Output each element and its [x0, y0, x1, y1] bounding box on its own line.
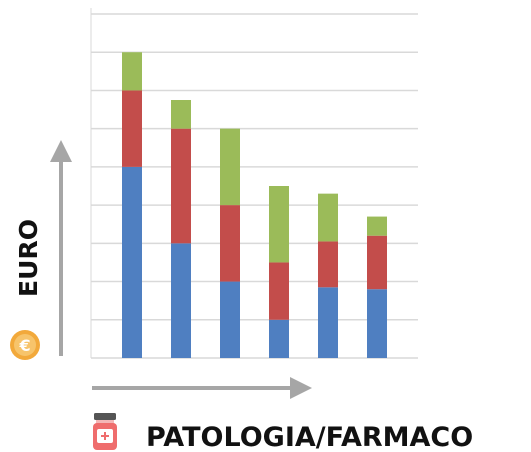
gridlines — [91, 13, 418, 359]
bar-segment-4-series-3 — [269, 186, 289, 263]
bar-segment-5-series-2 — [318, 241, 338, 288]
bar-segment-3-series-2 — [220, 205, 240, 282]
bar-segment-4-series-1 — [269, 319, 289, 358]
y-axis-arrow — [50, 140, 72, 356]
bar-segment-3-series-1 — [220, 281, 240, 358]
svg-text:€: € — [18, 336, 30, 355]
medicine-bottle-icon — [93, 413, 117, 450]
bar-segment-4-series-2 — [269, 262, 289, 320]
y-axis-title: EURO — [14, 219, 43, 297]
bar-segment-1-series-1 — [122, 166, 142, 358]
x-axis-arrow — [92, 377, 312, 399]
bar-segment-5-series-3 — [318, 193, 338, 242]
euro-coin-icon: € — [10, 330, 40, 360]
bar-segment-1-series-3 — [122, 52, 142, 91]
bar-segment-1-series-2 — [122, 90, 142, 167]
bar-segment-2-series-3 — [171, 100, 191, 129]
bar-segment-5-series-1 — [318, 287, 338, 358]
bars — [122, 52, 387, 358]
bar-segment-3-series-3 — [220, 128, 240, 206]
bar-segment-6-series-3 — [367, 216, 387, 236]
bar-segment-6-series-1 — [367, 289, 387, 358]
bar-segment-6-series-2 — [367, 235, 387, 290]
bar-segment-2-series-1 — [171, 243, 191, 358]
x-axis-title: PATOLOGIA/FARMACO — [146, 422, 473, 452]
bar-segment-2-series-2 — [171, 128, 191, 244]
